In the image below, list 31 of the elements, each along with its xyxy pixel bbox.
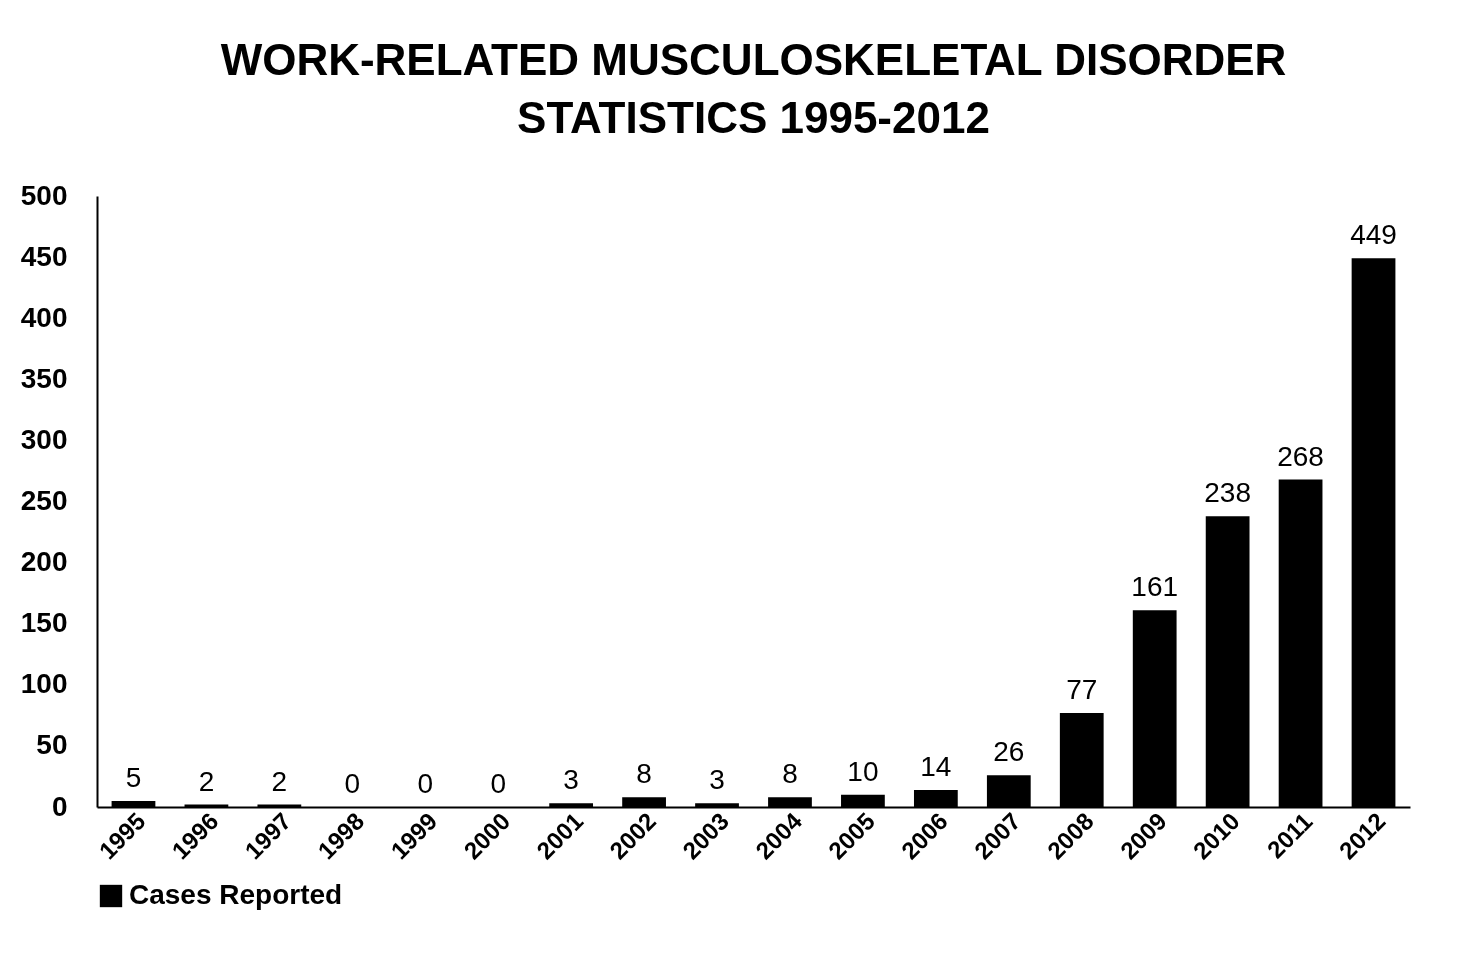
data-label: 14	[920, 750, 952, 782]
data-label: 26	[993, 736, 1025, 768]
data-label: 0	[344, 768, 361, 799]
y-tick-label: 0	[51, 790, 68, 822]
legend-label: Cases Reported	[129, 879, 343, 910]
y-tick-label: 500	[20, 179, 68, 211]
data-label: 238	[1204, 477, 1251, 509]
y-tick-label: 50	[36, 729, 68, 761]
y-tick-label: 350	[20, 362, 68, 394]
data-label: 0	[417, 768, 434, 799]
data-label: 449	[1350, 219, 1397, 251]
y-tick-label: 200	[20, 546, 68, 578]
y-tick-label: 250	[20, 485, 68, 516]
y-tick-label: 100	[20, 668, 68, 700]
data-label: 8	[782, 758, 798, 790]
data-label: 2	[271, 765, 288, 797]
data-label: 0	[490, 768, 506, 799]
data-label: 2	[198, 765, 215, 797]
data-label: 8	[636, 758, 652, 790]
y-tick-label: 400	[20, 301, 68, 333]
data-label: 3	[709, 764, 725, 796]
data-label: 3	[563, 764, 579, 796]
chart-title: WORK-RELATED MUSCULOSKELETAL DISORDER STATISTICS 1995-2012	[220, 35, 1287, 142]
y-tick-label: 450	[20, 240, 68, 272]
data-label: 77	[1066, 673, 1098, 705]
data-label: 5	[125, 761, 142, 793]
y-tick-label: 300	[20, 423, 68, 455]
data-label: 161	[1131, 571, 1179, 603]
data-label: 10	[847, 755, 879, 787]
y-tick-label: 150	[20, 607, 68, 639]
data-label: 268	[1277, 440, 1324, 472]
